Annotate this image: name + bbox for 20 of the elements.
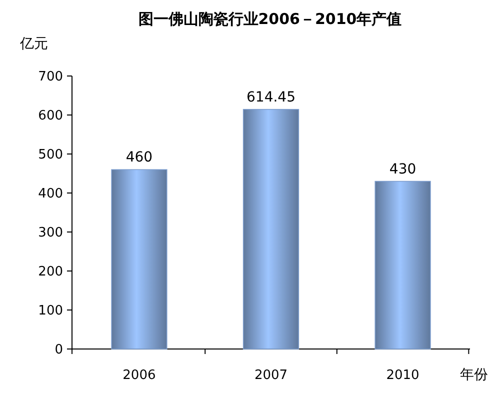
x-tick-label: 2006 (122, 368, 156, 383)
y-axis-title: 亿元 (19, 36, 48, 52)
x-tick-label: 2007 (254, 368, 288, 383)
chart-title: 图一佛山陶瓷行业2006－2010年产值 (138, 10, 402, 28)
bar (242, 108, 300, 350)
y-tick-label: 700 (38, 70, 63, 85)
y-tick-label: 600 (38, 108, 63, 124)
data-label: 460 (126, 150, 153, 166)
y-tick-label: 300 (38, 226, 63, 241)
data-label: 430 (389, 161, 416, 178)
y-tick-label: 100 (38, 304, 63, 319)
y-tick-label: 200 (38, 264, 63, 280)
data-label: 614.45 (246, 89, 296, 106)
bar (374, 180, 431, 350)
x-axis-title: 年份 (460, 367, 488, 383)
bar (111, 169, 168, 350)
y-tick-label: 400 (38, 186, 63, 202)
y-tick-label: 500 (38, 148, 63, 163)
y-tick-label: 0 (54, 342, 63, 358)
x-tick-label: 2010 (386, 368, 420, 383)
